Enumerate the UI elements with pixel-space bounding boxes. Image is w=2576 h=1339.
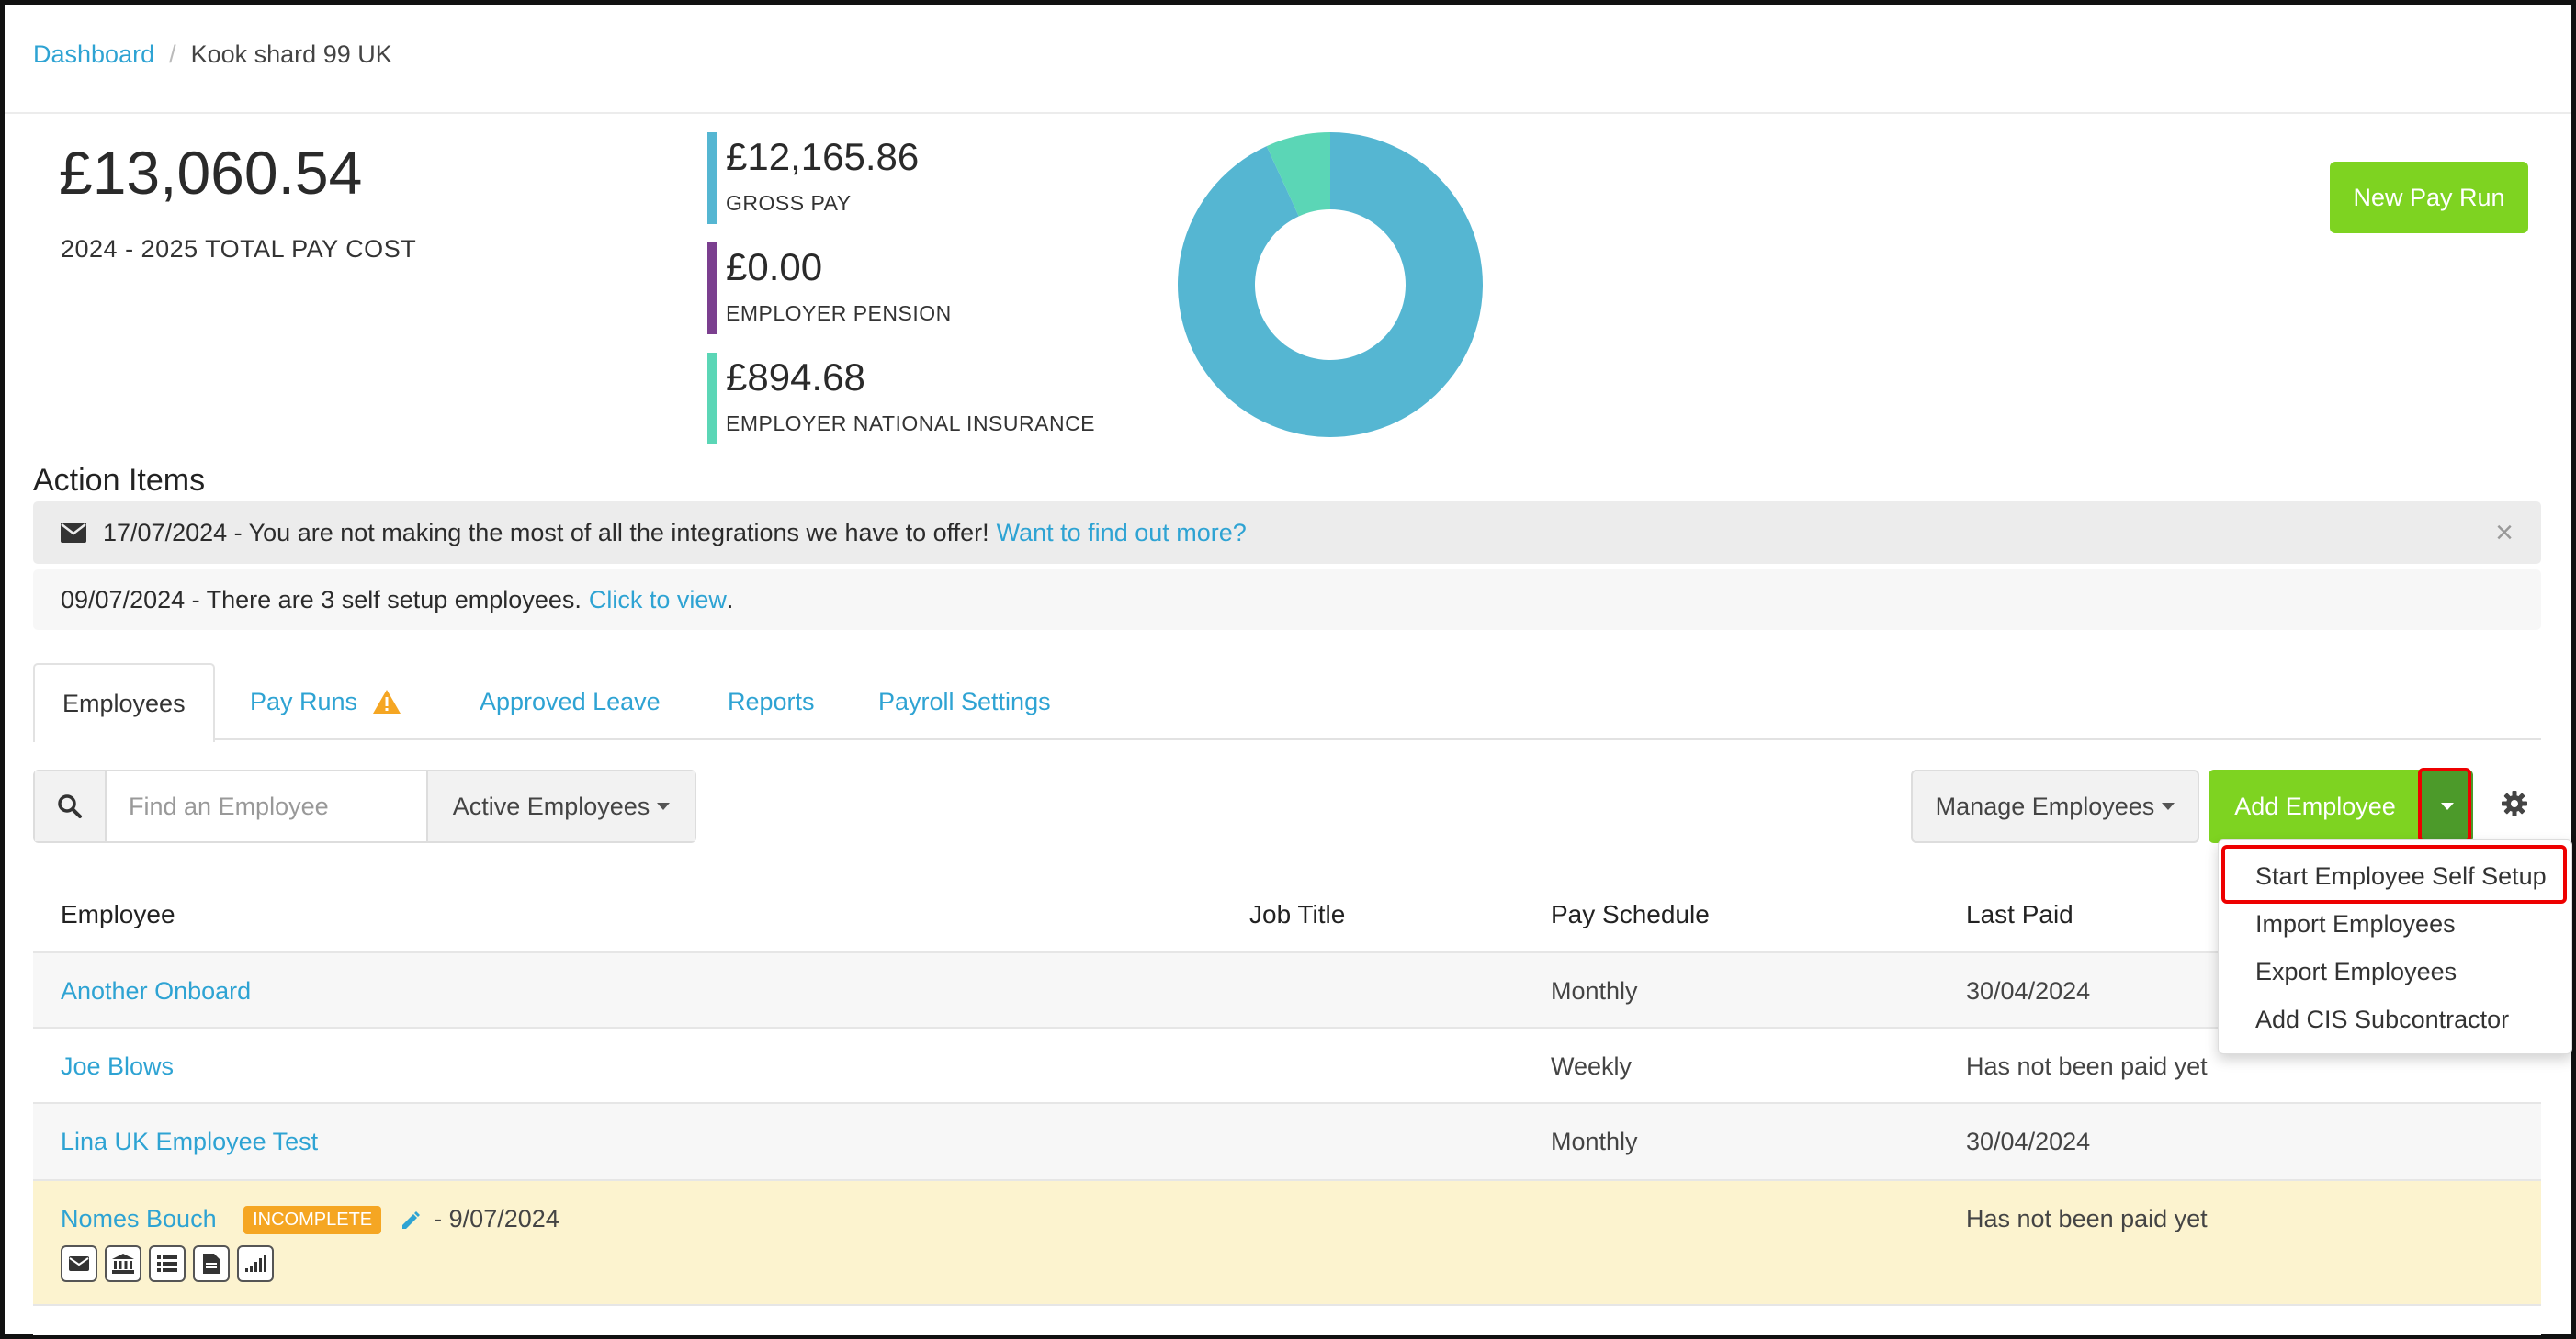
table-row-partial [33, 1304, 2541, 1335]
active-employees-filter[interactable]: Active Employees [426, 771, 695, 841]
tab-pay-runs[interactable]: Pay Runs [250, 663, 401, 740]
employee-cell: Nomes Bouch INCOMPLETE - 9/07/2024 [61, 1205, 559, 1235]
main-tabs: Employees Pay Runs Approved Leave Report… [33, 663, 2541, 742]
tab-payroll-settings[interactable]: Payroll Settings [878, 663, 1051, 740]
action-items-title: Action Items [33, 463, 206, 498]
find-out-more-link[interactable]: Want to find out more? [996, 518, 1247, 546]
tab-label: Pay Runs [250, 687, 358, 715]
incomplete-date: - 9/07/2024 [434, 1205, 559, 1232]
stat-label: EMPLOYER NATIONAL INSURANCE [726, 411, 1096, 435]
column-header-last-paid[interactable]: Last Paid [1966, 900, 2073, 928]
donut-slice-employer-national-insurance [1266, 132, 1330, 217]
tabs-baseline [33, 738, 2541, 740]
tab-label: Payroll Settings [878, 687, 1051, 715]
list-icon[interactable] [149, 1245, 186, 1282]
search-icon-box[interactable] [35, 771, 107, 841]
pay-schedule: Weekly [1551, 1052, 1633, 1080]
tab-approved-leave[interactable]: Approved Leave [480, 663, 661, 740]
action-item-self-setup: 09/07/2024 - There are 3 self setup empl… [33, 569, 2541, 630]
warning-icon [373, 690, 401, 714]
highlight-box [2221, 845, 2567, 904]
table-row: Another Onboard Monthly 30/04/2024 [33, 951, 2541, 1027]
search-icon [58, 794, 82, 818]
stat-amount: £894.68 [726, 355, 865, 399]
last-paid: 30/04/2024 [1966, 1128, 2091, 1155]
pay-cost-donut-chart [1178, 132, 1483, 437]
envelope-icon[interactable] [61, 1245, 97, 1282]
table-row: Joe Blows Weekly Has not been paid yet [33, 1027, 2541, 1102]
column-header-employee[interactable]: Employee [61, 900, 175, 928]
employee-name-link[interactable]: Lina UK Employee Test [61, 1128, 319, 1155]
stat-color-bar [707, 353, 717, 444]
last-paid: Has not been paid yet [1966, 1205, 2208, 1232]
menu-item-import-employees[interactable]: Import Employees [2255, 910, 2456, 938]
pay-schedule: Monthly [1551, 1128, 1638, 1155]
table-row: Lina UK Employee Test Monthly 30/04/2024 [33, 1102, 2541, 1179]
employee-name-link[interactable]: Another Onboard [61, 977, 252, 1005]
envelope-icon [61, 523, 86, 543]
menu-item-add-cis-subcontractor[interactable]: Add CIS Subcontractor [2255, 1006, 2510, 1033]
add-employee-dropdown-menu: Start Employee Self Setup Import Employe… [2218, 839, 2572, 1054]
stat-amount: £0.00 [726, 245, 823, 288]
tab-label: Reports [728, 687, 815, 715]
menu-item-start-self-setup[interactable]: Start Employee Self Setup [2255, 862, 2547, 890]
stat-amount: £12,165.86 [726, 135, 920, 178]
search-input[interactable] [107, 771, 426, 841]
column-header-pay-schedule[interactable]: Pay Schedule [1551, 900, 1710, 928]
donut-slice-gross-pay [1178, 132, 1483, 437]
click-to-view-link[interactable]: Click to view [588, 585, 727, 613]
manage-employees-button[interactable]: Manage Employees [1911, 770, 2199, 843]
chevron-down-icon [2162, 803, 2175, 810]
breadcrumb-dashboard-link[interactable]: Dashboard [33, 40, 155, 68]
action-item-text: 09/07/2024 - There are 3 self setup empl… [61, 585, 582, 613]
breadcrumb-current: Kook shard 99 UK [190, 40, 392, 68]
stat-label: EMPLOYER PENSION [726, 301, 952, 325]
stat-employer-ni: £894.68 EMPLOYER NATIONAL INSURANCE [707, 353, 1096, 444]
stat-color-bar [707, 132, 717, 224]
chevron-down-icon [657, 803, 671, 810]
tab-label: Approved Leave [480, 687, 661, 715]
table-row: Nomes Bouch INCOMPLETE - 9/07/2024 Has n… [33, 1179, 2541, 1304]
pencil-icon[interactable] [400, 1210, 422, 1232]
highlight-box [2418, 768, 2471, 843]
last-paid: Has not been paid yet [1966, 1052, 2208, 1080]
tab-reports[interactable]: Reports [728, 663, 815, 740]
document-icon[interactable] [193, 1245, 230, 1282]
last-paid: 30/04/2024 [1966, 977, 2091, 1005]
stat-color-bar [707, 242, 717, 334]
close-icon[interactable]: × [2495, 514, 2514, 550]
stat-employer-pension: £0.00 EMPLOYER PENSION [707, 242, 952, 334]
employee-quick-icons [61, 1245, 274, 1282]
add-employee-button[interactable]: Add Employee [2209, 770, 2422, 843]
action-item-integrations: 17/07/2024 - You are not making the most… [33, 501, 2541, 564]
employee-name-link[interactable]: Joe Blows [61, 1052, 175, 1080]
action-item-text: 17/07/2024 - You are not making the most… [103, 518, 989, 546]
add-employee-dropdown-toggle[interactable] [2422, 770, 2473, 843]
status-badge: INCOMPLETE [243, 1206, 382, 1235]
bank-icon[interactable] [105, 1245, 141, 1282]
employee-name-link[interactable]: Nomes Bouch [61, 1205, 217, 1232]
manage-employees-label: Manage Employees [1935, 792, 2155, 820]
tab-employees[interactable]: Employees [33, 663, 215, 742]
column-header-job-title[interactable]: Job Title [1249, 900, 1346, 928]
breadcrumb-separator: / [169, 40, 176, 68]
total-pay-cost-label: 2024 - 2025 TOTAL PAY COST [61, 235, 417, 263]
breadcrumb: Dashboard / Kook shard 99 UK [33, 40, 392, 69]
total-pay-cost-amount: £13,060.54 [59, 139, 363, 207]
menu-item-export-employees[interactable]: Export Employees [2255, 958, 2457, 985]
signal-icon[interactable] [237, 1245, 274, 1282]
pay-schedule: Monthly [1551, 977, 1638, 1005]
employee-search-group: Active Employees [33, 770, 696, 843]
new-pay-run-button[interactable]: New Pay Run [2330, 162, 2528, 233]
header-divider [5, 112, 2571, 114]
action-item-suffix: . [726, 585, 734, 613]
tab-label: Employees [62, 689, 186, 717]
stat-label: GROSS PAY [726, 191, 852, 215]
stat-gross-pay: £12,165.86 GROSS PAY [707, 132, 920, 224]
filter-label: Active Employees [452, 792, 650, 820]
chevron-down-icon [2441, 803, 2454, 810]
gear-icon[interactable] [2501, 790, 2528, 817]
